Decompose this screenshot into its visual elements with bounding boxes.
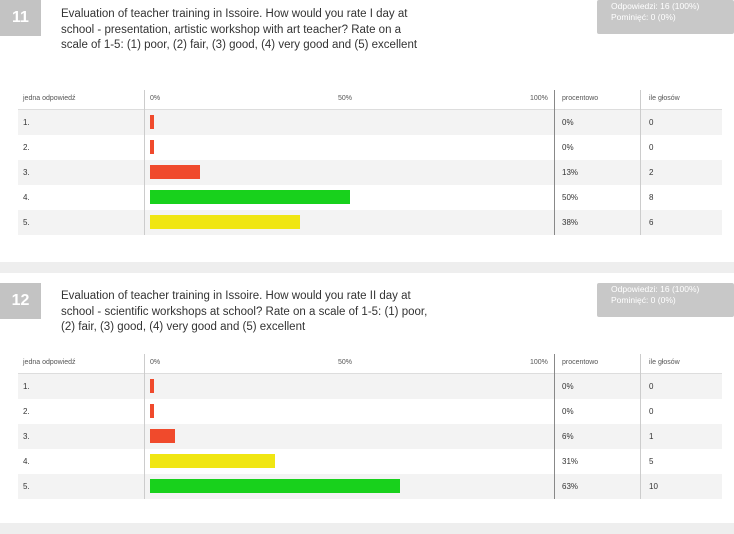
answer-label: 3. bbox=[23, 168, 30, 177]
result-bar bbox=[150, 479, 400, 493]
result-bar bbox=[150, 190, 350, 204]
votes-value: 5 bbox=[649, 457, 654, 466]
header-percent: procentowo bbox=[562, 95, 599, 102]
column-divider bbox=[554, 90, 555, 235]
header-100-percent: 100% bbox=[530, 359, 548, 366]
stats-badge: Odpowiedzi: 16 (100%) Pominięć: 0 (0%) bbox=[597, 283, 734, 317]
skipped-count: Pominięć: 0 (0%) bbox=[611, 12, 676, 22]
result-bar bbox=[150, 215, 300, 229]
header-0-percent: 0% bbox=[150, 359, 161, 366]
table-row: 5. 38% 6 bbox=[18, 210, 722, 235]
answer-label: 4. bbox=[23, 193, 30, 202]
table-row: 5. 63% 10 bbox=[18, 474, 722, 499]
answer-label: 4. bbox=[23, 457, 30, 466]
votes-value: 1 bbox=[649, 432, 654, 441]
answer-label: 5. bbox=[23, 482, 30, 491]
table-row: 4. 50% 8 bbox=[18, 185, 722, 210]
percent-value: 0% bbox=[562, 118, 574, 127]
result-bar bbox=[150, 429, 175, 443]
result-bar bbox=[150, 379, 154, 393]
table-rows: 1. 0% 0 2. 0% 0 3. 6% 1 4. 31% 5 5. 63% 10 bbox=[18, 374, 722, 499]
question-number: 12 bbox=[0, 283, 41, 319]
table-row: 2. 0% 0 bbox=[18, 399, 722, 424]
table-header: jedna odpowiedź 0% 50% 100% procentowo i… bbox=[18, 354, 722, 374]
stats-badge: Odpowiedzi: 16 (100%) Pominięć: 0 (0%) bbox=[597, 0, 734, 34]
answer-label: 5. bbox=[23, 218, 30, 227]
responses-count: Odpowiedzi: 16 (100%) bbox=[611, 284, 700, 294]
results-table: jedna odpowiedź 0% 50% 100% procentowo i… bbox=[18, 90, 722, 235]
answer-label: 1. bbox=[23, 118, 30, 127]
votes-value: 0 bbox=[649, 382, 654, 391]
header-0-percent: 0% bbox=[150, 95, 161, 102]
table-rows: 1. 0% 0 2. 0% 0 3. 13% 2 4. 50% 8 5. 38% 6 bbox=[18, 110, 722, 235]
votes-value: 0 bbox=[649, 407, 654, 416]
percent-value: 38% bbox=[562, 218, 579, 227]
table-row: 1. 0% 0 bbox=[18, 374, 722, 399]
header-50-percent: 50% bbox=[338, 95, 353, 102]
percent-value: 0% bbox=[562, 407, 574, 416]
header-votes: ile głosów bbox=[649, 359, 680, 366]
column-divider bbox=[144, 90, 145, 235]
percent-value: 0% bbox=[562, 143, 574, 152]
question-text: Evaluation of teacher training in Issoir… bbox=[61, 8, 418, 51]
header-answer: jedna odpowiedź bbox=[23, 95, 76, 102]
votes-value: 0 bbox=[649, 143, 654, 152]
percent-value: 63% bbox=[562, 482, 579, 491]
answer-label: 2. bbox=[23, 407, 30, 416]
percent-value: 6% bbox=[562, 432, 574, 441]
result-bar bbox=[150, 165, 200, 179]
table-row: 3. 13% 2 bbox=[18, 160, 722, 185]
votes-value: 6 bbox=[649, 218, 654, 227]
column-divider bbox=[144, 354, 145, 499]
result-bar bbox=[150, 404, 154, 418]
votes-value: 8 bbox=[649, 193, 654, 202]
header-50-percent: 50% bbox=[338, 359, 353, 366]
responses-count: Odpowiedzi: 16 (100%) bbox=[611, 1, 700, 11]
votes-value: 10 bbox=[649, 482, 658, 491]
result-bar bbox=[150, 140, 154, 154]
percent-value: 50% bbox=[562, 193, 579, 202]
votes-value: 2 bbox=[649, 168, 654, 177]
answer-label: 1. bbox=[23, 382, 30, 391]
result-bar bbox=[150, 454, 275, 468]
skipped-count: Pominięć: 0 (0%) bbox=[611, 295, 676, 305]
table-row: 1. 0% 0 bbox=[18, 110, 722, 135]
table-header: jedna odpowiedź 0% 50% 100% procentowo i… bbox=[18, 90, 722, 110]
table-row: 3. 6% 1 bbox=[18, 424, 722, 449]
table-row: 4. 31% 5 bbox=[18, 449, 722, 474]
header-answer: jedna odpowiedź bbox=[23, 359, 76, 366]
column-divider bbox=[554, 354, 555, 499]
result-bar bbox=[150, 115, 154, 129]
header-100-percent: 100% bbox=[530, 95, 548, 102]
header-votes: ile głosów bbox=[649, 95, 680, 102]
question-card-12: 12 Evaluation of teacher training in Iss… bbox=[0, 273, 734, 523]
percent-value: 13% bbox=[562, 168, 579, 177]
table-row: 2. 0% 0 bbox=[18, 135, 722, 160]
column-divider bbox=[640, 90, 641, 235]
votes-value: 0 bbox=[649, 118, 654, 127]
column-divider bbox=[640, 354, 641, 499]
header-percent: procentowo bbox=[562, 359, 599, 366]
answer-label: 2. bbox=[23, 143, 30, 152]
results-table: jedna odpowiedź 0% 50% 100% procentowo i… bbox=[18, 354, 722, 499]
question-number: 11 bbox=[0, 0, 41, 36]
answer-label: 3. bbox=[23, 432, 30, 441]
question-text: Evaluation of teacher training in Issoir… bbox=[61, 290, 428, 333]
question-card-11: 11 Evaluation of teacher training in Iss… bbox=[0, 0, 734, 262]
percent-value: 31% bbox=[562, 457, 579, 466]
percent-value: 0% bbox=[562, 382, 574, 391]
